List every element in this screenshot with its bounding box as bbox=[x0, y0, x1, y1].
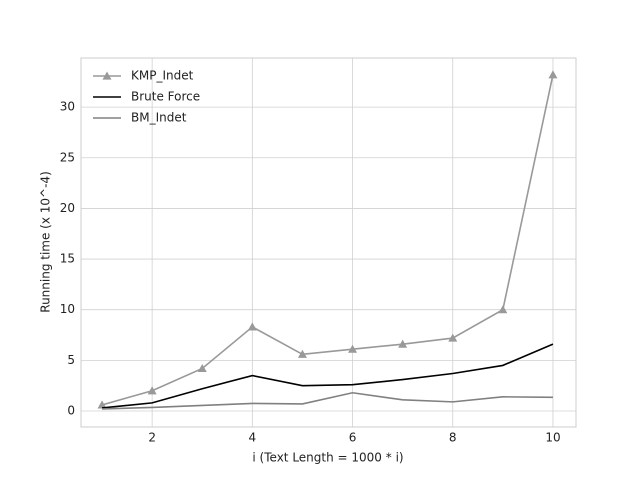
x-tick-label: 10 bbox=[545, 431, 560, 445]
data-point bbox=[197, 363, 207, 373]
y-tick-label: 5 bbox=[67, 353, 75, 367]
x-axis-label: i (Text Length = 1000 * i) bbox=[252, 451, 403, 465]
x-tick-label: 4 bbox=[249, 431, 257, 445]
plot-frame bbox=[80, 57, 577, 428]
data-point bbox=[548, 70, 558, 79]
y-tick-label: 30 bbox=[60, 100, 75, 114]
data-point bbox=[498, 305, 508, 314]
data-point bbox=[97, 400, 107, 409]
legend-marker bbox=[102, 71, 112, 80]
x-tick-label: 6 bbox=[349, 431, 357, 445]
data-point bbox=[398, 339, 408, 348]
legend-label: KMP_Indet bbox=[131, 69, 194, 83]
series-line bbox=[101, 343, 554, 409]
data-point bbox=[448, 333, 458, 342]
y-tick-label: 20 bbox=[60, 201, 75, 215]
y-tick-label: 10 bbox=[60, 302, 75, 316]
y-tick-label: 0 bbox=[67, 403, 75, 417]
series-line bbox=[101, 74, 554, 406]
data-point bbox=[297, 349, 307, 358]
data-point bbox=[247, 322, 257, 331]
y-tick-label: 25 bbox=[60, 150, 75, 164]
series-line bbox=[102, 391, 553, 410]
y-tick-label: 15 bbox=[60, 252, 75, 266]
legend-label: Brute Force bbox=[131, 90, 200, 104]
data-point bbox=[348, 344, 358, 353]
x-tick-label: 2 bbox=[148, 431, 156, 445]
legend-label: BM_Indet bbox=[131, 111, 187, 125]
y-axis-label: Running time (x 10^-4) bbox=[39, 171, 53, 312]
x-tick-label: 8 bbox=[449, 431, 457, 445]
data-point bbox=[147, 386, 157, 395]
